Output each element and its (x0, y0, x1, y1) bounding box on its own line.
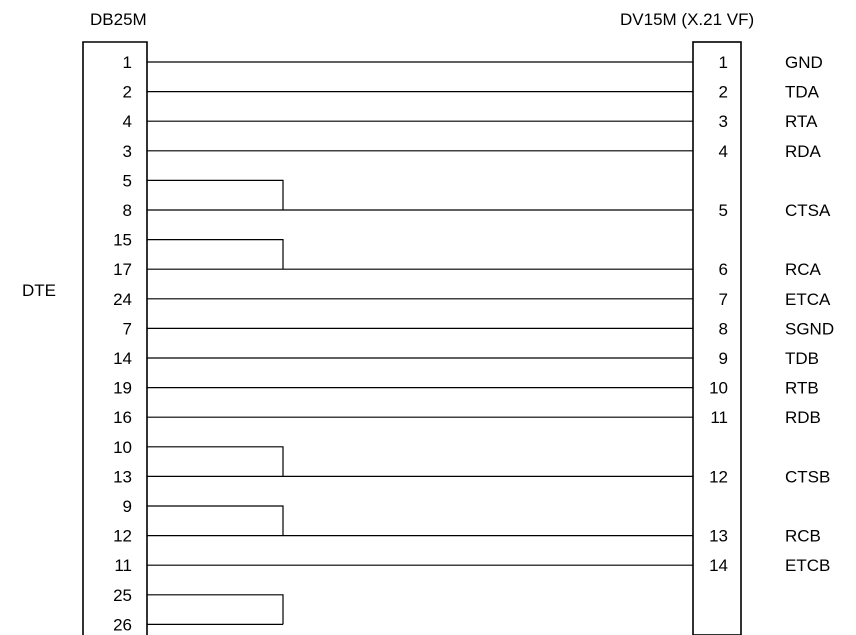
left-pin-label: 26 (113, 615, 132, 634)
right-pin-label: 9 (719, 349, 728, 368)
right-connector-body (692, 41, 742, 635)
dte-label: DTE (22, 281, 56, 300)
loopback-jumper (147, 179, 284, 210)
loopback-jumper (147, 239, 284, 270)
signal-label: ETCA (785, 290, 831, 309)
signal-label: RCA (785, 260, 822, 279)
right-pin-label: 10 (709, 379, 728, 398)
left-pin-label: 4 (123, 112, 132, 131)
signal-label: TDA (785, 83, 820, 102)
right-pin-label: 2 (719, 83, 728, 102)
loopback-jumper (147, 446, 284, 477)
left-pin-label: 11 (114, 556, 132, 575)
left-pin-label: 25 (113, 586, 132, 605)
signal-label: RDB (785, 408, 821, 427)
left-pin-label: 17 (113, 260, 132, 279)
left-pin-label: 12 (113, 527, 132, 546)
right-pin-label: 3 (719, 112, 728, 131)
wires (147, 61, 693, 566)
right-pin-label: 6 (719, 260, 728, 279)
left-connector-body (82, 41, 148, 635)
loopback-jumper (147, 505, 284, 536)
loopback-jumpers (147, 179, 284, 626)
right-connector-title: DV15M (X.21 VF) (620, 10, 754, 29)
right-pin-label: 13 (709, 527, 728, 546)
signal-label: RDA (785, 142, 822, 161)
signal-label: RTB (785, 379, 819, 398)
left-pin-label: 19 (113, 379, 132, 398)
left-pin-label: 1 (123, 53, 132, 72)
left-pin-label: 9 (123, 497, 132, 516)
right-pin-label: 11 (710, 408, 728, 427)
right-pin-label: 5 (719, 201, 728, 220)
left-connector-title: DB25M (90, 10, 147, 29)
signal-label: GND (785, 53, 823, 72)
right-pin-label: 4 (719, 142, 728, 161)
left-pin-label: 3 (123, 142, 132, 161)
left-pin-label: 24 (113, 290, 132, 309)
loopback-jumper (147, 594, 284, 625)
left-pin-label: 15 (113, 231, 132, 250)
left-pin-label: 5 (123, 171, 132, 190)
signal-label: SGND (785, 319, 834, 338)
right-pin-label: 12 (709, 467, 728, 486)
signal-label: ETCB (785, 556, 830, 575)
right-pin-label: 14 (709, 556, 728, 575)
signal-label: TDB (785, 349, 819, 368)
left-pin-label: 8 (123, 201, 132, 220)
left-pin-label: 13 (113, 467, 132, 486)
left-pin-label: 10 (113, 438, 132, 457)
right-pin-label: 8 (719, 319, 728, 338)
signal-label: RTA (785, 112, 818, 131)
left-pin-label: 2 (123, 83, 132, 102)
right-pin-label: 1 (719, 53, 728, 72)
left-pin-label: 14 (113, 349, 132, 368)
signal-label: CTSB (785, 467, 830, 486)
right-pin-label: 7 (719, 290, 728, 309)
left-pin-label: 7 (123, 319, 132, 338)
left-pin-label: 16 (113, 408, 132, 427)
signal-label: CTSA (785, 201, 831, 220)
signal-labels: GND TDA RTA RDA CTSA RCA ETCA SGND TDB RTB RDB CTSB… (785, 53, 834, 575)
signal-label: RCB (785, 527, 821, 546)
